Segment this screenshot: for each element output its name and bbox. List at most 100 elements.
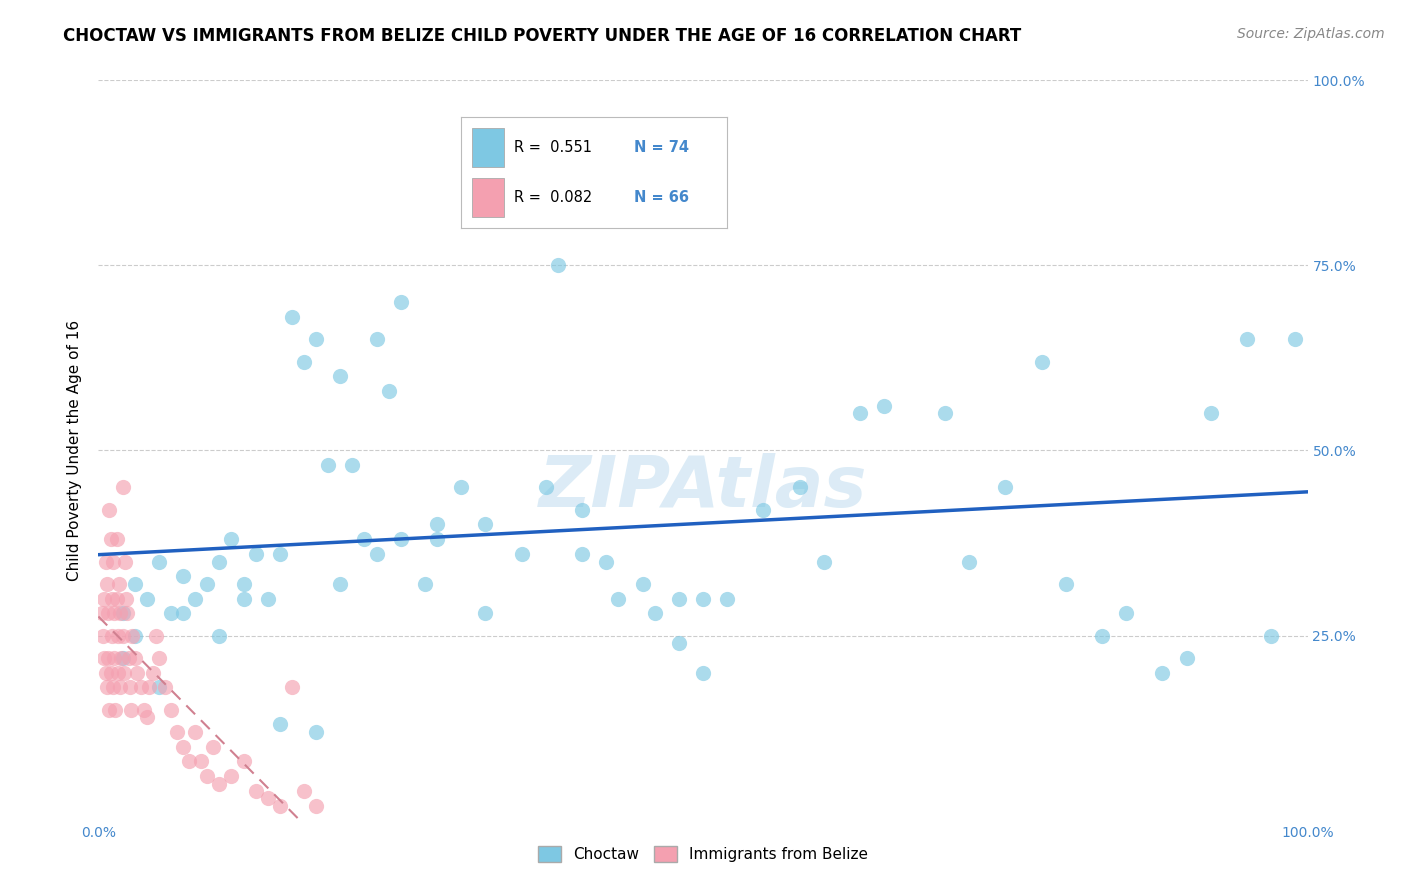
Point xyxy=(153,681,176,695)
Y-axis label: Child Poverty Under the Age of 16: Child Poverty Under the Age of 16 xyxy=(67,320,83,581)
Point xyxy=(353,533,375,547)
Point xyxy=(316,458,339,473)
Point xyxy=(93,650,115,665)
Point xyxy=(103,607,125,621)
Point xyxy=(305,724,328,739)
Point xyxy=(104,703,127,717)
Point xyxy=(644,607,666,621)
Point xyxy=(190,755,212,769)
Point xyxy=(269,798,291,813)
Point xyxy=(934,407,956,421)
Point xyxy=(292,784,315,798)
Point xyxy=(1054,576,1077,591)
Point xyxy=(135,710,157,724)
Point xyxy=(195,576,218,591)
Point xyxy=(98,703,121,717)
Point xyxy=(269,547,291,561)
Point xyxy=(366,332,388,346)
Point xyxy=(107,665,129,680)
Point xyxy=(111,607,134,621)
Point xyxy=(474,517,496,532)
Point xyxy=(110,650,132,665)
Point xyxy=(668,636,690,650)
Point xyxy=(172,739,194,754)
Point xyxy=(413,576,436,591)
Point xyxy=(789,480,811,494)
Point xyxy=(994,480,1017,494)
Point xyxy=(118,681,141,695)
Point xyxy=(208,628,231,642)
Point xyxy=(148,650,170,665)
Point xyxy=(93,591,115,606)
Point xyxy=(292,354,315,368)
Text: CHOCTAW VS IMMIGRANTS FROM BELIZE CHILD POVERTY UNDER THE AGE OF 16 CORRELATION : CHOCTAW VS IMMIGRANTS FROM BELIZE CHILD … xyxy=(63,27,1022,45)
Point xyxy=(342,458,364,473)
Point xyxy=(232,591,254,606)
Point xyxy=(366,547,388,561)
Point xyxy=(111,480,134,494)
Point xyxy=(108,681,131,695)
Point xyxy=(426,533,449,547)
Point xyxy=(752,502,775,516)
Point xyxy=(115,591,138,606)
Point xyxy=(108,607,131,621)
Point xyxy=(138,681,160,695)
Point xyxy=(571,502,593,516)
Point xyxy=(129,681,152,695)
Point xyxy=(510,547,533,561)
Point xyxy=(1199,407,1222,421)
Point xyxy=(813,555,835,569)
Point xyxy=(389,295,412,310)
Point xyxy=(474,607,496,621)
Point xyxy=(142,665,165,680)
Point xyxy=(91,628,114,642)
Point xyxy=(134,703,156,717)
Point xyxy=(121,628,143,642)
Point xyxy=(97,650,120,665)
Point xyxy=(103,650,125,665)
Point xyxy=(389,533,412,547)
Point xyxy=(184,724,207,739)
Point xyxy=(547,259,569,273)
Point xyxy=(101,555,124,569)
Point xyxy=(281,681,304,695)
Legend: Choctaw, Immigrants from Belize: Choctaw, Immigrants from Belize xyxy=(531,840,875,869)
Point xyxy=(135,591,157,606)
Point xyxy=(195,769,218,783)
Point xyxy=(716,591,738,606)
Point xyxy=(148,681,170,695)
Point xyxy=(232,755,254,769)
Point xyxy=(208,776,231,791)
Point xyxy=(1115,607,1137,621)
Text: Source: ZipAtlas.com: Source: ZipAtlas.com xyxy=(1237,27,1385,41)
Point xyxy=(105,533,128,547)
Point xyxy=(305,332,328,346)
Point xyxy=(100,591,122,606)
Point xyxy=(120,703,142,717)
Point xyxy=(124,650,146,665)
Point xyxy=(160,607,183,621)
Point xyxy=(118,650,141,665)
Point xyxy=(281,310,304,325)
Point xyxy=(692,665,714,680)
Point xyxy=(97,607,120,621)
Point xyxy=(145,628,167,642)
Point xyxy=(94,555,117,569)
Point xyxy=(245,784,267,798)
Point xyxy=(873,399,896,413)
Point xyxy=(221,769,243,783)
Point xyxy=(208,555,231,569)
Point xyxy=(112,665,135,680)
Point xyxy=(849,407,872,421)
Point xyxy=(232,576,254,591)
Point xyxy=(100,665,122,680)
Point xyxy=(101,681,124,695)
Point xyxy=(607,591,630,606)
Point xyxy=(91,607,114,621)
Point xyxy=(957,555,980,569)
Text: ZIPAtlas: ZIPAtlas xyxy=(538,453,868,522)
Point xyxy=(172,569,194,583)
Point xyxy=(631,576,654,591)
Point xyxy=(692,591,714,606)
Point xyxy=(107,628,129,642)
